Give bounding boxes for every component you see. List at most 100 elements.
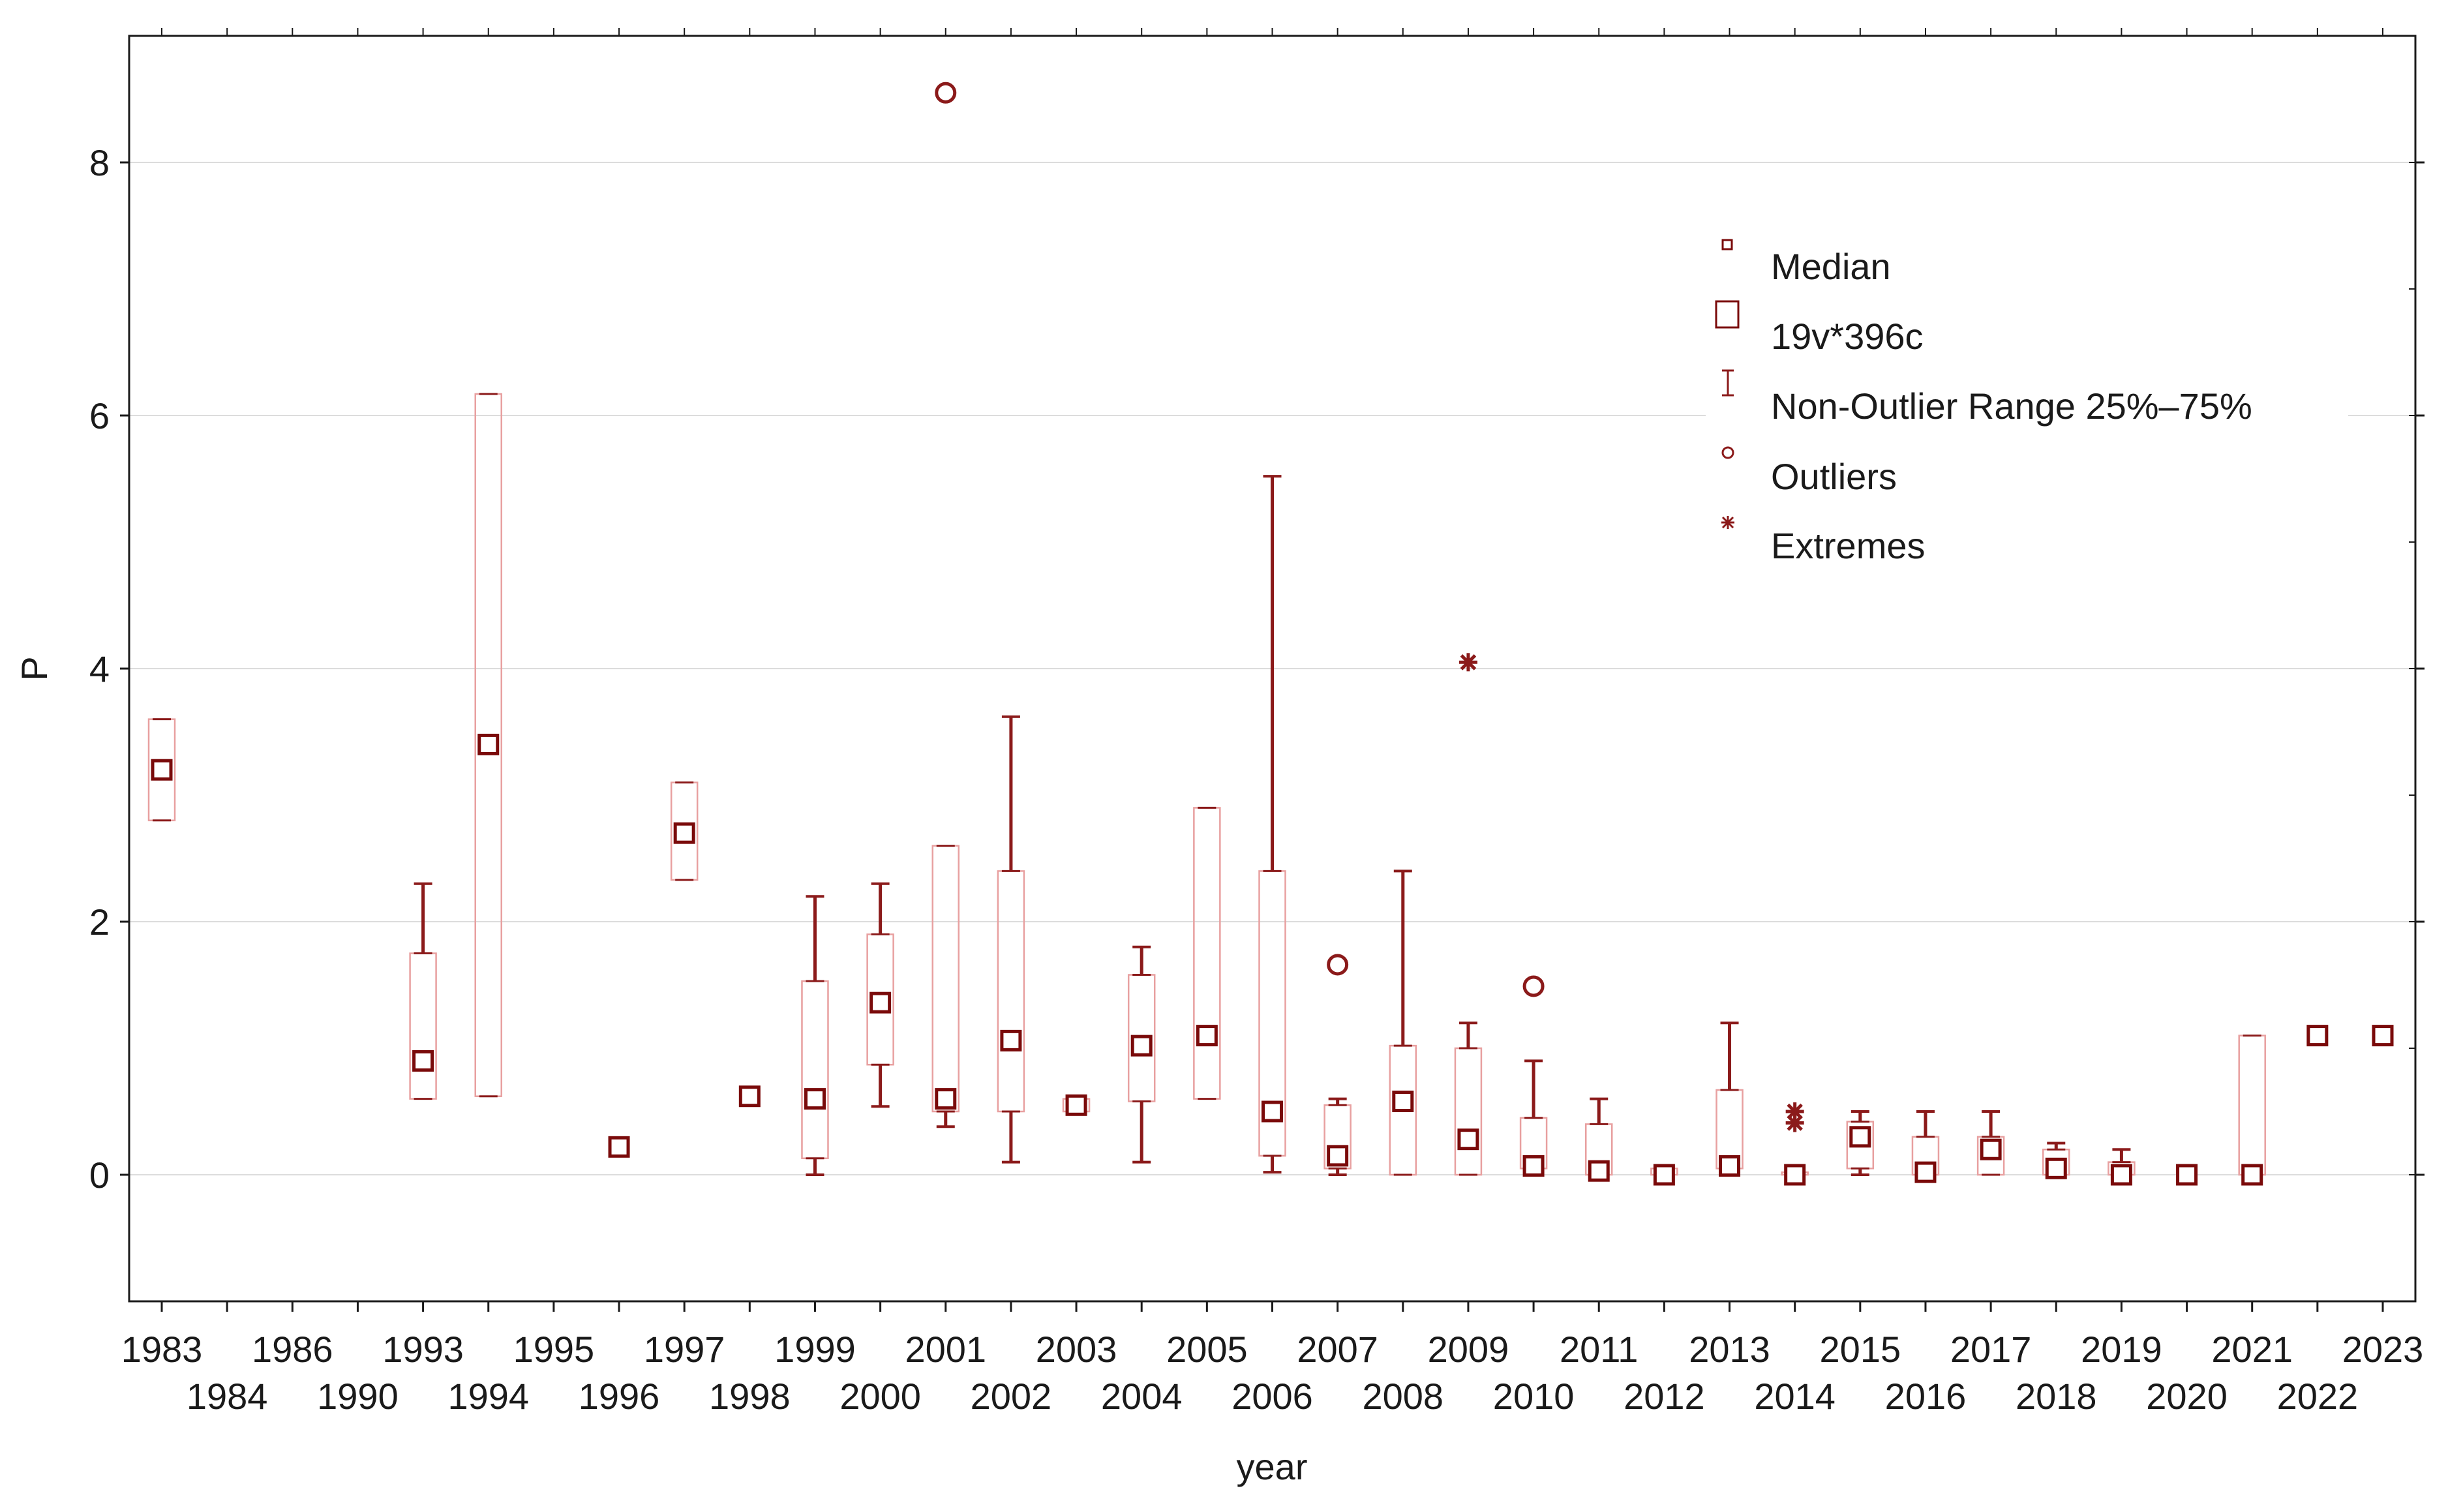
x-tick-label: 2008 [1363, 1376, 1444, 1417]
box-iqr [2238, 1035, 2266, 1176]
axis-layer: 0 2 4 6 8 1983 1984 1986 1990 1993 1994 1995 1996 199… [89, 28, 2425, 1417]
x-tick-label: 2016 [1885, 1376, 1967, 1417]
median-marker [2110, 1164, 2132, 1186]
median-marker [1000, 1029, 1022, 1051]
outlier-marker [935, 82, 957, 104]
extreme-marker [1785, 1113, 1804, 1132]
x-axis-label: year [1237, 1446, 1308, 1487]
median-marker [1130, 1035, 1153, 1057]
median-marker [1327, 1145, 1349, 1167]
x-tick-label: 2021 [2211, 1329, 2293, 1370]
box-iqr [997, 870, 1025, 1113]
median-marker [1914, 1161, 1937, 1183]
x-tick-label: 1990 [317, 1376, 399, 1417]
x-tick-label: 1984 [187, 1376, 268, 1417]
median-marker [2372, 1025, 2394, 1047]
median-marker [151, 759, 173, 781]
median-marker [935, 1088, 957, 1110]
x-tick-label: 2009 [1428, 1329, 1509, 1370]
median-marker [1784, 1164, 1806, 1186]
legend-extreme-icon [1721, 516, 1734, 529]
x-tick-label: 1995 [513, 1329, 595, 1370]
y-tick-label: 0 [89, 1155, 110, 1196]
median-marker [1980, 1138, 2002, 1160]
x-tick-label: 1998 [709, 1376, 791, 1417]
x-tick-label: 2017 [1950, 1329, 2032, 1370]
x-tick-label: 2006 [1232, 1376, 1313, 1417]
median-marker [1588, 1160, 1610, 1182]
x-tick-label: 1997 [644, 1329, 725, 1370]
median-marker [1849, 1126, 1871, 1148]
box-iqr [1193, 807, 1221, 1100]
legend-entry-box: 19v*396c [1715, 300, 1924, 357]
extreme-marker [1785, 1102, 1804, 1121]
median-marker [869, 991, 892, 1014]
legend-entry-outlier: Outliers [1721, 446, 1897, 497]
y-tick-label: 2 [89, 901, 110, 943]
x-tick-label: 2018 [2016, 1376, 2097, 1417]
median-marker [1653, 1164, 1675, 1186]
x-tick-label: 2005 [1166, 1329, 1248, 1370]
legend-entry-extreme: Extremes [1721, 516, 1926, 566]
median-marker [2306, 1025, 2329, 1047]
x-tick-label: 2002 [971, 1376, 1052, 1417]
legend-label-whisker: Non-Outlier Range 25%–75% [1771, 386, 2252, 427]
median-marker [412, 1050, 434, 1072]
median-marker [2045, 1157, 2067, 1179]
median-marker [2241, 1164, 2263, 1186]
median-marker [477, 733, 500, 755]
x-tick-label: 2000 [839, 1376, 921, 1417]
median-marker [673, 822, 695, 844]
median-marker [804, 1088, 826, 1110]
legend-label-outlier: Outliers [1771, 456, 1897, 497]
median-marker [1262, 1100, 1283, 1123]
median-marker [1522, 1155, 1545, 1177]
legend-entry-median: Median [1721, 239, 1891, 287]
legend-label-median: Median [1771, 246, 1891, 287]
legend-median-icon [1721, 239, 1733, 250]
legend: Median 19v*396c Non-Outlier Range 25%–75… [1706, 222, 2348, 581]
x-tick-label: 1994 [447, 1376, 529, 1417]
y-tick-label: 6 [89, 395, 110, 436]
y-axis-label: P [14, 656, 55, 680]
median-marker [1065, 1094, 1087, 1116]
x-tick-label: 2014 [1754, 1376, 1836, 1417]
legend-box-icon [1715, 300, 1740, 329]
y-tick-label: 4 [89, 648, 110, 689]
extreme-marker [1458, 653, 1477, 672]
legend-background [1706, 222, 2348, 581]
x-tick-label: 1999 [774, 1329, 856, 1370]
x-tick-label: 2012 [1624, 1376, 1705, 1417]
outlier-marker [1522, 975, 1545, 997]
x-tick-label: 2010 [1493, 1376, 1575, 1417]
box-iqr [1454, 1047, 1483, 1176]
x-tick-label: 2001 [905, 1329, 986, 1370]
marker-layer [151, 82, 2394, 1186]
x-tick-label: 2007 [1297, 1329, 1378, 1370]
x-tick-label: 1986 [252, 1329, 333, 1370]
x-tick-label: 2020 [2146, 1376, 2228, 1417]
x-tick-label: 2003 [1036, 1329, 1117, 1370]
median-marker [1392, 1090, 1414, 1112]
box-iqr [409, 952, 437, 1100]
x-tick-label: 2019 [2081, 1329, 2162, 1370]
legend-label-extreme: Extremes [1771, 525, 1926, 566]
x-tick-label: 2023 [2342, 1329, 2424, 1370]
x-tick-label: 2011 [1560, 1329, 1638, 1370]
box-iqr [931, 845, 960, 1113]
legend-entry-whisker: Non-Outlier Range 25%–75% [1722, 369, 2252, 427]
median-marker [1196, 1025, 1218, 1047]
outlier-marker [1327, 954, 1349, 976]
median-marker [1719, 1155, 1741, 1177]
legend-label-box: 19v*396c [1771, 316, 1924, 357]
box-iqr [801, 980, 829, 1160]
x-tick-label: 2013 [1689, 1329, 1770, 1370]
legend-outlier-icon [1721, 446, 1734, 459]
median-marker [2176, 1164, 2198, 1186]
x-tick-label: 1983 [121, 1329, 203, 1370]
legend-whisker-icon [1722, 369, 1734, 397]
x-tick-label: 2004 [1101, 1376, 1183, 1417]
x-tick-label: 2022 [2277, 1376, 2359, 1417]
